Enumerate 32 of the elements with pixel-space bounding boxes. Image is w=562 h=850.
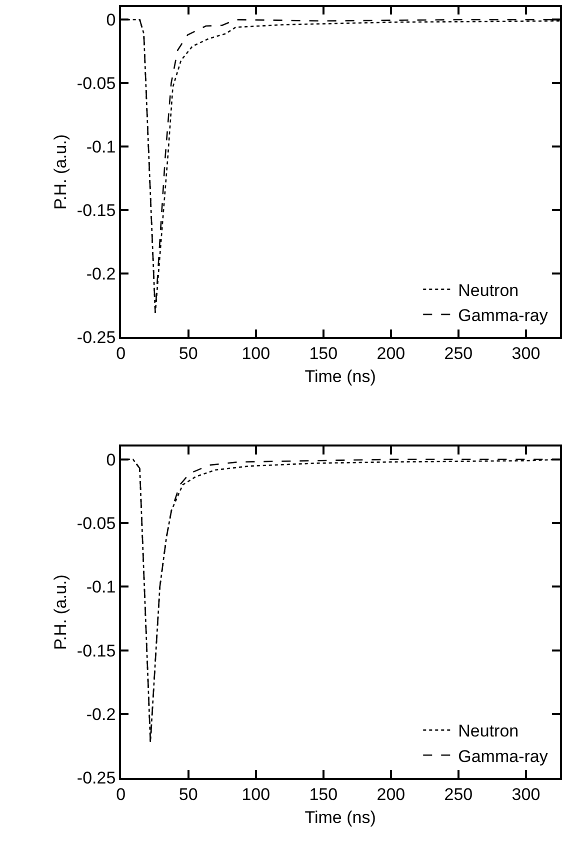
legend-label: Gamma-ray [458, 306, 548, 326]
y-tick-label: -0.1 [86, 578, 116, 597]
x-tick-label: 250 [444, 344, 473, 364]
x-tick-label: 200 [376, 784, 406, 804]
x-tick-label: 150 [309, 784, 338, 804]
y-tick-label: -0.2 [86, 264, 116, 284]
x-tick-label: 50 [178, 344, 198, 364]
x-tick-label: 300 [512, 344, 540, 364]
legend-label: Gamma-ray [458, 746, 548, 766]
y-tick-label: -0.25 [76, 768, 116, 788]
y-axis-title: P.H. (a.u.) [50, 134, 70, 210]
y-tick-label: -0.05 [76, 514, 116, 534]
y-tick-label: -0.15 [76, 641, 116, 660]
x-tick-label: 100 [242, 784, 270, 804]
x-tick-label: 150 [309, 344, 338, 364]
legend-label: Neutron [458, 722, 519, 741]
x-tick-label: 50 [178, 784, 198, 804]
y-tick-label: -0.1 [86, 138, 116, 157]
x-tick-label: 300 [512, 784, 540, 804]
y-tick-label: -0.05 [76, 74, 116, 94]
y-tick-label: 0 [106, 450, 116, 470]
y-axis-title: P.H. (a.u.) [50, 574, 70, 650]
x-axis-title: Time (ns) [304, 808, 376, 827]
y-tick-label: -0.15 [76, 201, 116, 220]
x-tick-label: 200 [376, 344, 406, 364]
x-tick-label: 100 [242, 344, 270, 364]
x-tick-label: 250 [444, 784, 473, 804]
y-tick-label: -0.25 [76, 328, 116, 347]
legend-label: Neutron [458, 280, 519, 300]
y-tick-label: -0.2 [86, 705, 116, 724]
y-tick-label: 0 [106, 10, 116, 30]
x-axis-title: Time (ns) [304, 367, 376, 386]
